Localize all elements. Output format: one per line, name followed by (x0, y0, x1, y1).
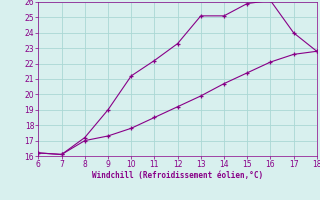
X-axis label: Windchill (Refroidissement éolien,°C): Windchill (Refroidissement éolien,°C) (92, 171, 263, 180)
